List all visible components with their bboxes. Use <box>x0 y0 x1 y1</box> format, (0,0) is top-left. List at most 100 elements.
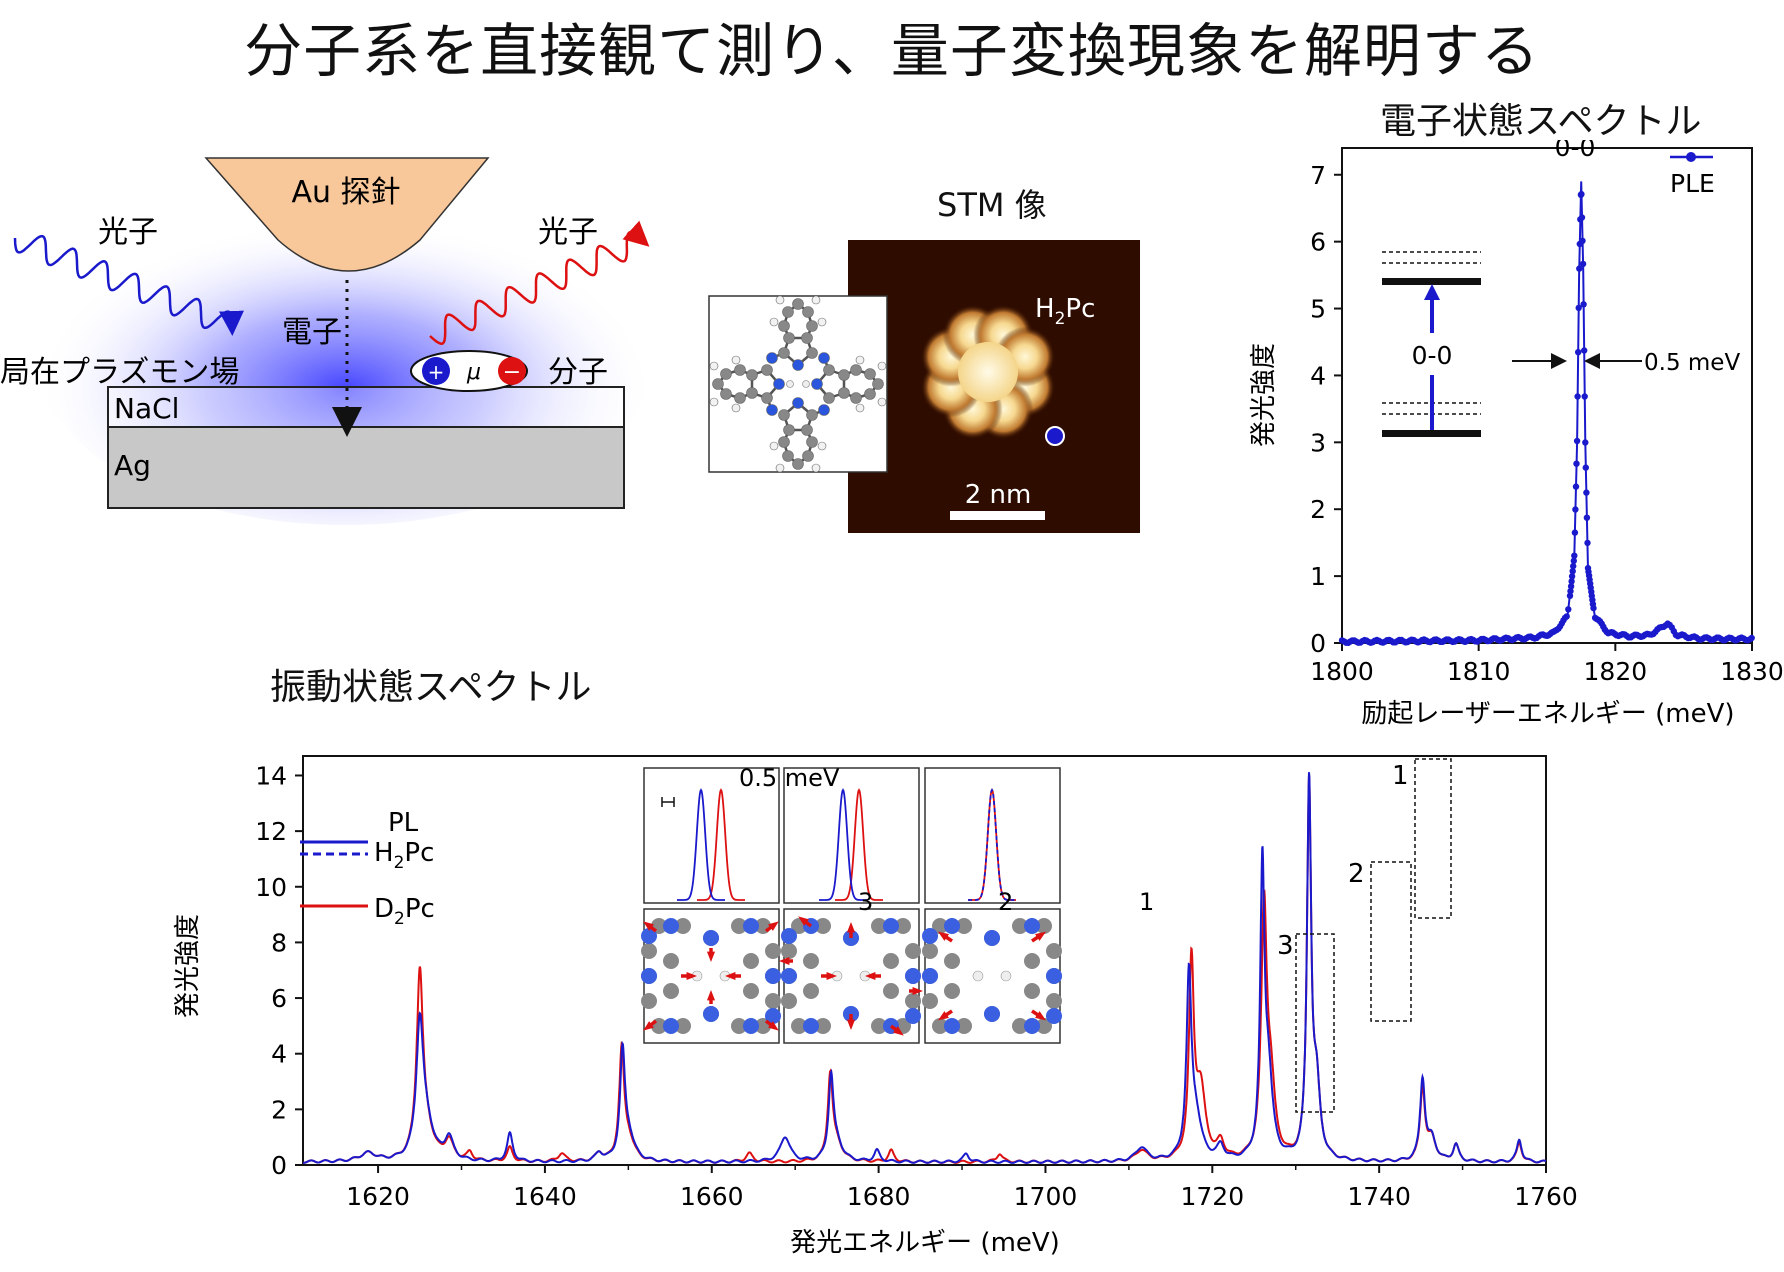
molecule-atom <box>775 463 785 473</box>
inset-carbon-atom <box>675 918 691 934</box>
molecule-atom <box>769 317 779 327</box>
pl-y-tick-label: 2 <box>271 1095 287 1124</box>
inset-carbon-atom <box>895 918 911 934</box>
molecule-atom <box>746 387 758 399</box>
inset-arrow-head <box>768 921 779 931</box>
inset-nitrogen-atom <box>1046 968 1062 984</box>
pl-inset-panels <box>641 767 1062 1044</box>
molecule-atom <box>850 364 862 376</box>
scale-bar-label: 2 nm <box>965 480 1032 510</box>
ple-data-point <box>1578 214 1586 221</box>
inset-scale-label: 0.5 meV <box>739 764 840 792</box>
ple-data-point <box>1569 568 1576 575</box>
inset-nitrogen-atom <box>781 928 797 944</box>
inset-nitrogen-atom <box>765 1008 781 1024</box>
ple-data-point <box>1576 265 1583 272</box>
inset-nitrogen-atom <box>905 1008 921 1024</box>
molecule-atom <box>720 368 732 380</box>
inset-arrow-head <box>1035 1011 1046 1021</box>
ple-data-point <box>1748 634 1755 642</box>
peak-box-1 <box>1414 758 1452 919</box>
inset-nitrogen-atom <box>703 1006 719 1022</box>
inset-carbon-atom <box>675 1018 691 1034</box>
ple-y-tick-label: 3 <box>1310 428 1326 457</box>
minus-charge <box>498 357 526 385</box>
molecule-atom <box>761 364 773 376</box>
inset-carbon-atom <box>815 918 831 934</box>
inset-carbon-atom <box>765 943 781 959</box>
inset-nitrogen-atom <box>984 1006 1000 1022</box>
molecule-atom <box>769 441 779 451</box>
molecule-atom <box>792 298 804 310</box>
molecule-atom <box>709 361 719 371</box>
inset-carbon-atom <box>781 993 797 1009</box>
ple-data-point <box>1573 460 1580 467</box>
pl-y-tick-label: 12 <box>255 817 287 846</box>
inset-arrow-head <box>893 1026 904 1036</box>
inset-nitrogen-atom <box>663 918 679 934</box>
phthalocyanine-structure <box>709 295 887 473</box>
inset-carbon-atom <box>663 983 679 999</box>
molecule-atom <box>802 306 814 318</box>
molecule-atom <box>766 352 778 364</box>
molecule-atom <box>864 388 876 400</box>
inset-carbon-atom <box>956 1018 972 1034</box>
inset-arrow-head <box>938 931 949 941</box>
stm-molecule-label: H2Pc <box>1035 294 1095 329</box>
inset-carbon-atom <box>781 943 797 959</box>
pl-x-tick-label: 1700 <box>1014 1182 1078 1211</box>
inset-hydrogen-atom <box>972 970 984 982</box>
molecule-atom <box>850 392 862 404</box>
photon-out-label: 光子 <box>538 215 598 250</box>
molecule-atom <box>802 380 810 388</box>
ple-data-point <box>1566 592 1574 599</box>
ple-energy-level-diagram: 0-0 <box>1382 251 1481 437</box>
inset-arrow-head <box>912 986 923 996</box>
ple-data-point <box>1571 552 1578 559</box>
inset-arrow-head <box>706 990 716 1001</box>
peak-box-label-2: 2 <box>1348 859 1365 889</box>
molecule-atom <box>778 320 790 332</box>
ple-data-point <box>1578 190 1585 198</box>
inset-carbon-atom <box>731 918 747 934</box>
inset-nitrogen-atom <box>944 1018 960 1034</box>
inset-arrow-head <box>798 916 809 926</box>
pl-title: 振動状態スペクトル <box>270 667 592 708</box>
inset-nitrogen-atom <box>663 1018 679 1034</box>
molecule-atom <box>792 458 804 470</box>
molecule-atom <box>734 364 746 376</box>
molecule-atom <box>806 320 818 332</box>
tip-label: Au 探針 <box>291 175 400 210</box>
nacl-label: NaCl <box>114 392 179 425</box>
inset-nitrogen-atom <box>641 928 657 944</box>
h2pc-series-line <box>302 772 1547 1164</box>
inset-carbon-atom <box>871 1018 887 1034</box>
ple-data-point <box>1579 260 1587 268</box>
inset-arrow-head <box>725 971 736 981</box>
ple-data-point <box>1573 437 1581 445</box>
molecule-atom <box>709 397 719 407</box>
molecule-atom <box>766 404 778 416</box>
inset-nitrogen-atom <box>743 1018 759 1034</box>
inset-carbon-atom <box>956 918 972 934</box>
inset-carbon-atom <box>1036 1018 1052 1034</box>
inset-nitrogen-atom <box>922 928 938 944</box>
ple-y-tick-label: 6 <box>1310 228 1326 257</box>
inset-nitrogen-atom <box>803 1018 819 1034</box>
inset-peak-panel <box>924 767 1061 904</box>
stm-molecule-center <box>958 342 1018 402</box>
nacl-layer <box>107 386 625 428</box>
inset-arrow-head <box>643 921 654 931</box>
incoming-photon-wave <box>13 234 244 336</box>
ple-level-label: 0-0 <box>1412 341 1453 370</box>
inset-nitrogen-atom <box>765 968 781 984</box>
inset-arrow-head <box>846 922 856 933</box>
inset-carbon-atom <box>932 1018 948 1034</box>
dipole-symbol: μ <box>466 360 481 385</box>
inset-arrow-head <box>938 1011 949 1021</box>
tip-position-marker <box>1045 426 1065 446</box>
ple-ylabel: 発光強度 <box>1249 343 1279 447</box>
inset-carbon-atom <box>1012 918 1028 934</box>
pl-axes: 1620 1640 1660 1680 1700 1720 1740 1760 0 2 4 6 8 10 1… <box>255 761 1578 1211</box>
inset-carbon-atom <box>1024 983 1040 999</box>
